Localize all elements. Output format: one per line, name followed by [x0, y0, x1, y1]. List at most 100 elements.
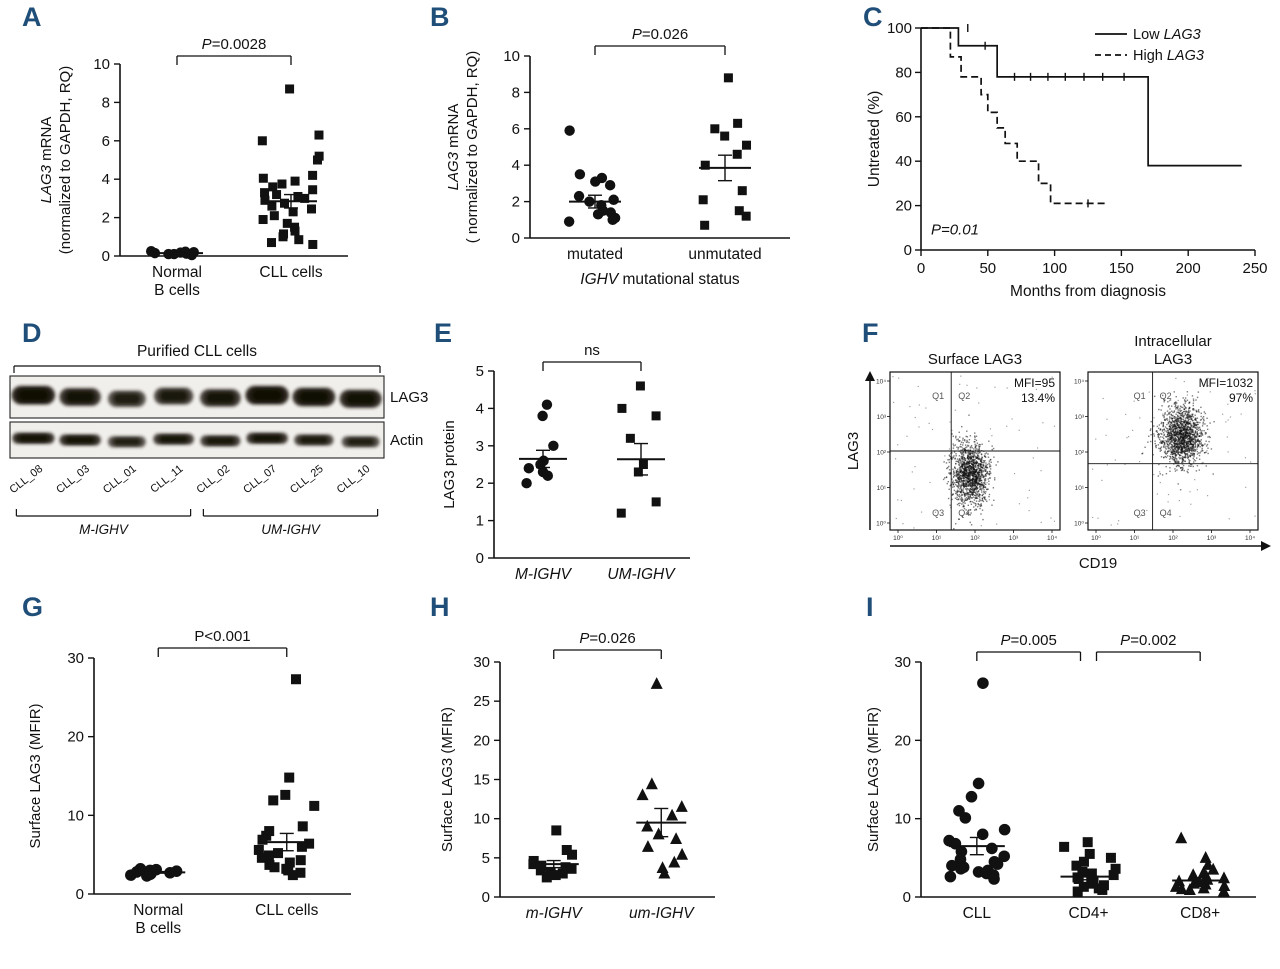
svg-text:0: 0 [102, 248, 110, 265]
svg-text:Surface LAG3 (MFIR): Surface LAG3 (MFIR) [865, 707, 882, 852]
group-points [257, 84, 324, 249]
svg-text:P=0.026: P=0.026 [579, 630, 635, 647]
x-group-label: M-IGHV [515, 566, 573, 583]
log-ticks: 10⁰ 10⁰ 10¹ 10¹ 10² 10² 10³ 10³ 10⁴ 10⁴ [1074, 379, 1255, 543]
svg-text:UM-IGHV: UM-IGHV [261, 522, 321, 537]
legend: Low LAG3 High LAG3 [1095, 27, 1204, 64]
svg-text:10: 10 [67, 807, 84, 824]
svg-text:10¹: 10¹ [877, 485, 887, 492]
svg-text:Surface LAG3: Surface LAG3 [928, 351, 1022, 368]
axes: 0 5 10 15 20 25 30 [473, 654, 715, 906]
y-axis-label: Surface LAG3 (MFIR) [865, 707, 882, 852]
svg-text:60: 60 [895, 109, 912, 126]
mean-error-bars [948, 836, 1005, 856]
panel-h: H 0 5 10 15 20 25 30 Surface LAG3 (MFIR) m-IGHV u… [418, 594, 742, 954]
svg-text:CLL_08: CLL_08 [7, 463, 45, 496]
svg-text:0: 0 [904, 242, 912, 259]
svg-text:Months from diagnosis: Months from diagnosis [1010, 283, 1166, 300]
svg-text:6: 6 [512, 121, 520, 138]
svg-text:Intracellular: Intracellular [1134, 333, 1212, 350]
x-group-label: m-IGHV [526, 905, 584, 922]
svg-text:P<0.001: P<0.001 [194, 628, 250, 645]
svg-text:Surface LAG3 (MFIR): Surface LAG3 (MFIR) [439, 707, 456, 852]
svg-text:10²: 10² [1168, 535, 1178, 542]
panel-i: I 0 10 20 30 Surface LAG3 (MFIR) CLL CD4+ CD8+ P… [848, 594, 1280, 954]
group-points [528, 825, 578, 883]
quadrant-lines [890, 372, 1060, 530]
y-axis-label: LAG3 mRNA (normalized to GAPDH, RQ) [38, 66, 74, 254]
panel-c-chart: 0 20 40 60 80 100 0 50 100 150 200 250 Untreated (%)… [863, 12, 1273, 312]
panel-g-chart: 0 10 20 30 Surface LAG3 (MFIR) Normal B cells C… [16, 616, 376, 966]
significance-bracket: P=0.026 [553, 630, 662, 659]
svg-text:25: 25 [473, 693, 490, 710]
lane-labels: CLL_08 CLL_03 CLL_01 CLL_11 CLL_02 CLL_07 CLL_… [7, 463, 372, 496]
panel-d: D Purified CLL cells LAG3 Actin CLL_08 CLL_0… [0, 320, 444, 594]
panel-h-label: H [430, 592, 450, 622]
significance-bracket: P=0.026 [594, 26, 726, 55]
svg-text:0: 0 [917, 260, 925, 277]
panel-g-label: G [22, 592, 44, 622]
svg-text:Low LAG3: Low LAG3 [1133, 27, 1201, 43]
significance-bracket: P=0.002 [1095, 632, 1201, 661]
svg-text:4: 4 [512, 157, 520, 174]
svg-text:10²: 10² [970, 535, 980, 542]
svg-text:4: 4 [476, 400, 484, 417]
svg-text:Normal: Normal [133, 902, 183, 919]
chart-svg-I: 0 10 20 30 Surface LAG3 (MFIR) CLL CD4+ CD8+ P=0… [865, 632, 1256, 922]
svg-text:10: 10 [473, 811, 490, 828]
mean-error-bars [528, 859, 579, 869]
svg-text:CLL_01: CLL_01 [101, 463, 139, 496]
svg-text:Q4: Q4 [1160, 508, 1172, 518]
svg-text:10¹: 10¹ [1075, 485, 1085, 492]
mean-error-bars [569, 194, 621, 209]
group-points [636, 677, 689, 879]
group-points [616, 381, 661, 518]
y-axis-label: LAG3 mRNA( normalized to GAPDH, RQ) [445, 51, 481, 244]
svg-text:CLL_11: CLL_11 [148, 463, 185, 496]
svg-text:P=0.026: P=0.026 [632, 26, 688, 43]
svg-text:M-IGHV: M-IGHV [515, 566, 573, 583]
svg-text:P=0.01: P=0.01 [931, 221, 979, 238]
x-group-label: CLL cells [255, 902, 318, 919]
svg-text:10⁴: 10⁴ [876, 379, 886, 386]
svg-text:B cells: B cells [154, 282, 200, 299]
svg-text:4: 4 [102, 171, 110, 188]
svg-text:Purified CLL cells: Purified CLL cells [137, 344, 257, 360]
p-value: P=0.01 [931, 221, 979, 238]
chart-svg-B: 0 2 4 6 8 10 LAG3 mRNA( normalized to GAPDH, R… [445, 26, 790, 288]
mean-error-bars [617, 442, 665, 476]
mean-error-bars [1060, 872, 1117, 881]
axes: 0 2 4 6 8 10 [503, 48, 790, 247]
svg-text:CD8+: CD8+ [1180, 905, 1220, 922]
y-axis-label: Surface LAG3 (MFIR) [27, 703, 44, 848]
svg-text:Q2: Q2 [1160, 391, 1172, 401]
panel-e-chart: 0 1 2 3 4 5 LAG3 protein M-IGHV UM-IGHV ns [432, 336, 722, 608]
svg-text:LAG3 mRNA: LAG3 mRNA [445, 104, 462, 191]
svg-text:Normal: Normal [152, 264, 202, 281]
panel-h-chart: 0 5 10 15 20 25 30 Surface LAG3 (MFIR) m-IGHV um-… [430, 614, 740, 949]
svg-text:CLL_25: CLL_25 [288, 463, 326, 496]
svg-text:20: 20 [895, 198, 912, 215]
svg-text:Q3: Q3 [932, 508, 944, 518]
chart-svg-C: 0 20 40 60 80 100 0 50 100 150 200 250 Untreated (%)… [866, 20, 1268, 300]
svg-text:m-IGHV: m-IGHV [526, 905, 584, 922]
svg-text:MFI=95: MFI=95 [1014, 376, 1055, 390]
chart-svg-E: 0 1 2 3 4 5 LAG3 protein M-IGHV UM-IGHV ns [441, 342, 690, 583]
flow-x-axis: CD19 [890, 541, 1271, 572]
mean-error-bars [131, 870, 186, 874]
panel-d-label: D [22, 318, 42, 348]
axes: 0 10 20 30 [67, 650, 351, 903]
svg-text:20: 20 [894, 732, 911, 749]
axes: 0 1 2 3 4 5 [476, 363, 690, 567]
svg-text:Q2: Q2 [958, 391, 970, 401]
svg-text:40: 40 [895, 153, 912, 170]
svg-text:10³: 10³ [1207, 535, 1217, 542]
significance-bracket: P<0.001 [157, 628, 288, 657]
svg-text:80: 80 [895, 64, 912, 81]
svg-text:LAG3: LAG3 [848, 432, 862, 470]
panel-f-label: F [862, 318, 879, 348]
panel-a-label: A [22, 2, 42, 32]
